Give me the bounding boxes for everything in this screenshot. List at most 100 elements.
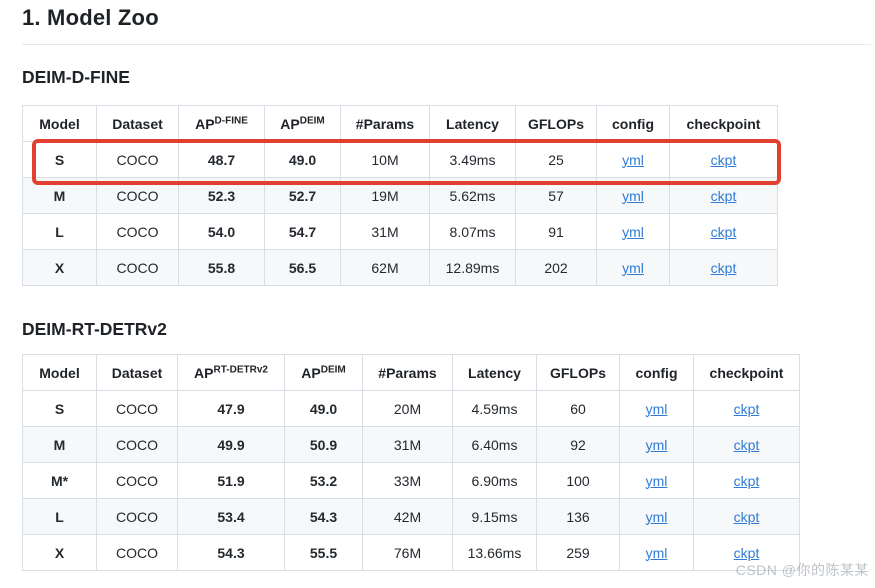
config-cell: yml [619, 390, 694, 427]
model-row-m: M COCO 49.9 50.9 31M 6.40ms 92 yml ckpt [22, 426, 800, 463]
checkpoint-ckpt-link[interactable]: ckpt [733, 400, 760, 417]
cell: 53.4 [177, 498, 285, 535]
model-row-s: S COCO 48.7 49.0 10M 3.49ms 25 yml ckpt [22, 141, 778, 178]
checkpoint-cell: ckpt [693, 462, 800, 499]
model-row-l: L COCO 53.4 54.3 42M 9.15ms 136 yml ckpt [22, 498, 800, 535]
checkpoint-ckpt-link[interactable]: ckpt [733, 544, 760, 561]
cell: 136 [536, 498, 620, 535]
cell: S [22, 390, 97, 427]
column-header-latency: Latency [452, 354, 537, 391]
config-yml-link[interactable]: yml [645, 508, 668, 525]
column-header-latency: Latency [429, 105, 516, 142]
checkpoint-ckpt-link[interactable]: ckpt [710, 259, 737, 276]
cell: 50.9 [284, 426, 363, 463]
column-header-ap-deim: APDEIM [264, 105, 341, 142]
column-header-gflops: GFLOPs [536, 354, 620, 391]
cell: X [22, 249, 97, 286]
deim-d-fine-table-wrap: Model Dataset APD-FINE APDEIM #Params Latency… [22, 105, 781, 286]
column-header-checkpoint: checkpoint [693, 354, 800, 391]
cell: 54.3 [284, 498, 363, 535]
watermark: CSDN @你的陈某某 [735, 562, 869, 578]
checkpoint-cell: ckpt [669, 213, 778, 250]
cell: 91 [515, 213, 597, 250]
model-row-m: M COCO 52.3 52.7 19M 5.62ms 57 yml ckpt [22, 177, 778, 214]
config-cell: yml [596, 249, 670, 286]
cell: 4.59ms [452, 390, 537, 427]
cell: COCO [96, 141, 179, 178]
cell: 10M [340, 141, 430, 178]
cell: L [22, 213, 97, 250]
cell: M [22, 426, 97, 463]
cell: COCO [96, 462, 178, 499]
cell: 49.9 [177, 426, 285, 463]
checkpoint-cell: ckpt [669, 141, 778, 178]
cell: 51.9 [177, 462, 285, 499]
config-cell: yml [619, 462, 694, 499]
checkpoint-cell: ckpt [693, 426, 800, 463]
column-header-model: Model [22, 105, 97, 142]
deim-rt-detrv2-table-wrap: Model Dataset APRT-DETRv2 APDEIM #Params Late… [22, 354, 800, 571]
cell: 259 [536, 534, 620, 571]
model-row-x: X COCO 55.8 56.5 62M 12.89ms 202 yml ckpt [22, 249, 778, 286]
cell: 31M [362, 426, 453, 463]
deim-rt-detrv2-table: Model Dataset APRT-DETRv2 APDEIM #Params Late… [22, 354, 800, 571]
model-row-x: X COCO 54.3 55.5 76M 13.66ms 259 yml ckpt [22, 534, 800, 571]
checkpoint-ckpt-link[interactable]: ckpt [733, 508, 760, 525]
checkpoint-ckpt-link[interactable]: ckpt [710, 151, 737, 168]
column-header-dataset: Dataset [96, 354, 178, 391]
column-header-config: config [619, 354, 694, 391]
checkpoint-ckpt-link[interactable]: ckpt [710, 223, 737, 240]
config-yml-link[interactable]: yml [622, 151, 644, 168]
checkpoint-cell: ckpt [669, 177, 778, 214]
column-header-model: Model [22, 354, 97, 391]
checkpoint-ckpt-link[interactable]: ckpt [710, 187, 737, 204]
cell: 54.7 [264, 213, 341, 250]
cell: 13.66ms [452, 534, 537, 571]
config-yml-link[interactable]: yml [622, 259, 644, 276]
cell: 53.2 [284, 462, 363, 499]
config-yml-link[interactable]: yml [622, 223, 644, 240]
cell: 60 [536, 390, 620, 427]
checkpoint-ckpt-link[interactable]: ckpt [733, 436, 760, 453]
cell: 3.49ms [429, 141, 516, 178]
cell: 49.0 [284, 390, 363, 427]
cell: 202 [515, 249, 597, 286]
cell: 57 [515, 177, 597, 214]
cell: COCO [96, 249, 179, 286]
cell: 20M [362, 390, 453, 427]
cell: 54.0 [178, 213, 265, 250]
section-heading-deim-rt-detrv2: DEIM-RT-DETRv2 [22, 319, 167, 339]
config-yml-link[interactable]: yml [622, 187, 644, 204]
column-header--params: #Params [362, 354, 453, 391]
cell: 48.7 [178, 141, 265, 178]
checkpoint-cell: ckpt [693, 534, 800, 571]
cell: 12.89ms [429, 249, 516, 286]
cell: X [22, 534, 97, 571]
config-yml-link[interactable]: yml [645, 400, 668, 417]
column-header-config: config [596, 105, 670, 142]
header-row: Model Dataset APD-FINE APDEIM #Params Latency… [22, 105, 778, 142]
cell: 55.5 [284, 534, 363, 571]
column-header-ap-rt-detrv2: APRT-DETRv2 [177, 354, 285, 391]
config-yml-link[interactable]: yml [645, 472, 668, 489]
model-row-s: S COCO 47.9 49.0 20M 4.59ms 60 yml ckpt [22, 390, 800, 427]
model-row-l: L COCO 54.0 54.7 31M 8.07ms 91 yml ckpt [22, 213, 778, 250]
cell: 5.62ms [429, 177, 516, 214]
cell: COCO [96, 498, 178, 535]
config-yml-link[interactable]: yml [645, 436, 668, 453]
cell: COCO [96, 213, 179, 250]
checkpoint-ckpt-link[interactable]: ckpt [733, 472, 760, 489]
column-header--params: #Params [340, 105, 430, 142]
config-cell: yml [619, 426, 694, 463]
deim-d-fine-table: Model Dataset APD-FINE APDEIM #Params Latency… [22, 105, 778, 286]
cell: 25 [515, 141, 597, 178]
config-cell: yml [619, 498, 694, 535]
cell: 6.40ms [452, 426, 537, 463]
cell: 62M [340, 249, 430, 286]
cell: L [22, 498, 97, 535]
cell: 6.90ms [452, 462, 537, 499]
column-header-ap-deim: APDEIM [284, 354, 363, 391]
checkpoint-cell: ckpt [693, 390, 800, 427]
config-cell: yml [596, 177, 670, 214]
config-yml-link[interactable]: yml [645, 544, 668, 561]
